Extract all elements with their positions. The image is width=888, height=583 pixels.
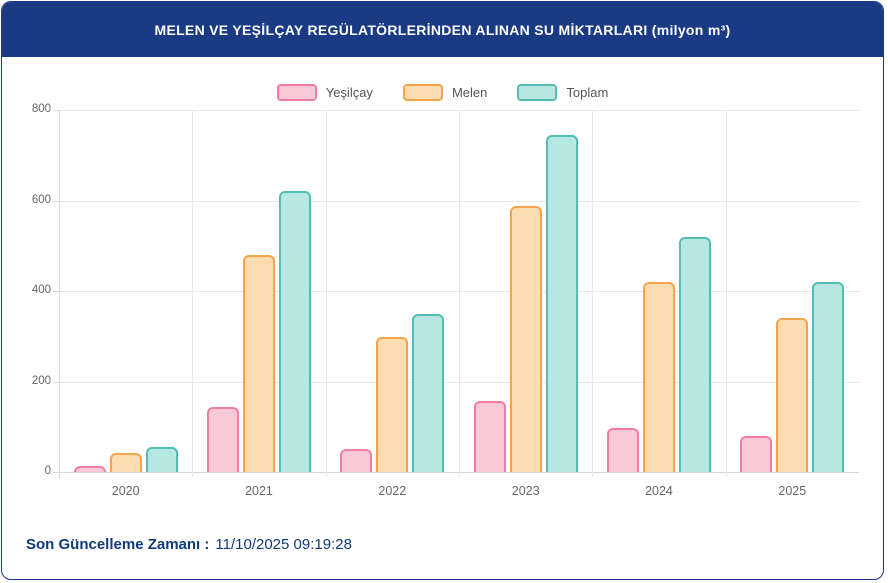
x-axis-label-2025: 2025 (778, 484, 807, 498)
bar-ye-il-ay-2021[interactable] (207, 407, 239, 472)
chart-title: MELEN VE YEŞİLÇAY REGÜLATÖRLERİNDEN ALIN… (154, 21, 731, 38)
y-tick-200 (53, 381, 59, 383)
legend-item-ye-il-ay[interactable]: Yeşilçay (276, 84, 373, 101)
legend-label-melen: Melen (451, 85, 488, 100)
y-tick-600 (53, 200, 59, 202)
bar-melen-2020[interactable] (109, 453, 142, 472)
bar-melen-2023[interactable] (509, 206, 542, 472)
bar-toplam-2021[interactable] (279, 190, 311, 472)
last-update-label: Son Güncelleme Zamanı : (26, 536, 210, 553)
x-axis-label-2021: 2021 (245, 484, 273, 498)
bar-ye-il-ay-2024[interactable] (607, 427, 639, 472)
y-axis-label-400: 400 (31, 284, 51, 296)
bar-melen-2024[interactable] (643, 281, 675, 472)
legend-label-ye-il-ay: Yeşilçay (325, 85, 373, 100)
y-tick-800 (53, 110, 59, 111)
bar-ye-il-ay-2023[interactable] (473, 400, 506, 472)
bar-toplam-2023[interactable] (545, 134, 578, 472)
x-grid-separator-5 (725, 110, 727, 477)
x-axis-label-2024: 2024 (645, 484, 673, 498)
y-axis-label-200: 200 (31, 374, 51, 387)
x-grid-separator-3 (459, 110, 460, 477)
bar-melen-2025[interactable] (776, 318, 809, 472)
x-grid-separator-1 (192, 110, 194, 477)
legend-label-toplam: Toplam (566, 85, 609, 100)
bar-melen-2022[interactable] (376, 337, 409, 472)
y-axis-label-0: 0 (44, 465, 51, 477)
bar-toplam-2020[interactable] (145, 447, 178, 472)
x-axis-label-2023: 2023 (511, 484, 540, 498)
x-grid-separator-4 (592, 110, 594, 477)
bar-toplam-2022[interactable] (412, 313, 445, 472)
legend-item-toplam[interactable]: Toplam (517, 84, 608, 101)
y-axis-line (59, 110, 60, 478)
last-update: Son Güncelleme Zamanı : 11/10/2025 09:19:… (26, 536, 352, 553)
y-tick-0 (53, 472, 59, 473)
legend: Yeşilçay Melen Toplam (2, 84, 883, 101)
bar-toplam-2024[interactable] (679, 236, 711, 472)
legend-swatch-toplam (517, 84, 558, 101)
x-axis-label-2022: 2022 (378, 484, 407, 498)
bar-ye-il-ay-2022[interactable] (340, 448, 373, 472)
legend-swatch-melen (402, 84, 443, 101)
y-axis-label-600: 600 (31, 193, 51, 206)
plot-area: 0 200 400 600 800 2020 2021 2022 2023 2024 2025 (32, 103, 859, 498)
bar-melen-2021[interactable] (243, 255, 275, 472)
legend-swatch-ye-il-ay (276, 84, 317, 101)
legend-item-melen[interactable]: Melen (402, 84, 488, 101)
y-axis-label-800: 800 (31, 103, 51, 115)
last-update-value: 11/10/2025 09:19:28 (215, 536, 352, 553)
x-grid-separator-2 (325, 110, 327, 477)
chart-header: MELEN VE YEŞİLÇAY REGÜLATÖRLERİNDEN ALIN… (2, 2, 883, 57)
y-tick-400 (53, 291, 59, 292)
bar-toplam-2025[interactable] (812, 281, 845, 472)
x-axis-label-2020: 2020 (111, 484, 140, 498)
bar-ye-il-ay-2025[interactable] (740, 435, 773, 472)
bar-ye-il-ay-2020[interactable] (73, 465, 106, 472)
